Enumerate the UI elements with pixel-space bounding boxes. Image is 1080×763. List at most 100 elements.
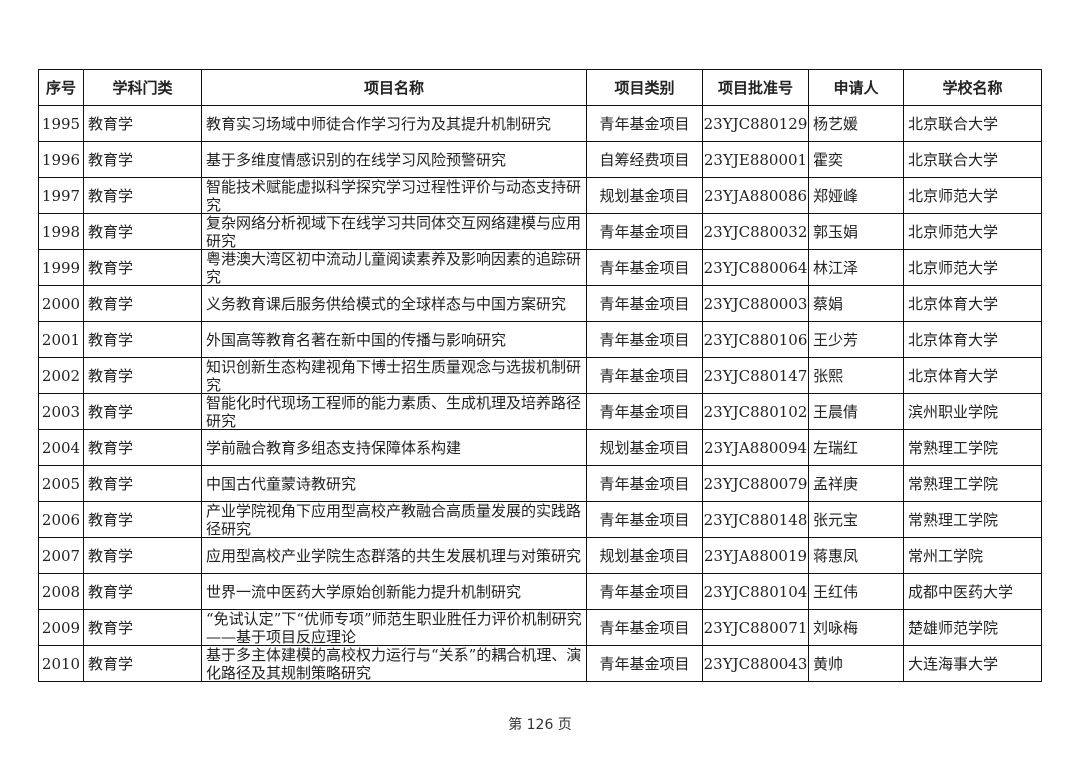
cell-applicant: 霍奕: [813, 150, 844, 169]
cell-discipline-cell: 教育学: [83, 213, 202, 250]
cell-applicant-cell: 霍奕: [808, 141, 904, 178]
cell-school-cell: 常熟理工学院: [903, 501, 1042, 538]
cell-project-name: 智能化时代现场工程师的能力素质、生成机理及培养路径研究: [206, 394, 582, 429]
cell-project-type-cell: 规划基金项目: [586, 429, 703, 466]
cell-project-type-cell: 青年基金项目: [586, 285, 703, 322]
cell-index-cell: 2007: [38, 537, 84, 574]
cell-project-type-cell: 青年基金项目: [586, 609, 703, 646]
cell-school-cell: 常州工学院: [903, 537, 1042, 574]
cell-project-type-cell: 青年基金项目: [586, 321, 703, 358]
cell-discipline-cell: 教育学: [83, 285, 202, 322]
table-row: 1999 教育学 粤港澳大湾区初中流动儿童阅读素养及影响因素的追踪研究 青年基金项目 2…: [38, 249, 1042, 286]
cell-project-type: 青年基金项目: [599, 618, 690, 637]
cell-applicant: 左瑞红: [813, 438, 859, 457]
cell-discipline-cell: 教育学: [83, 393, 202, 430]
cell-index: 1999: [41, 258, 81, 277]
cell-index-cell: 2004: [38, 429, 84, 466]
cell-project-name-cell: 外国高等教育名著在新中国的传播与影响研究: [201, 321, 587, 358]
cell-index-cell: 2002: [38, 357, 84, 394]
table-row: 2010 教育学 基于多主体建模的高校权力运行与“关系”的耦合机理、演化路径及其规制…: [38, 645, 1042, 682]
cell-approval-number: 23YJC880104: [703, 582, 808, 601]
cell-applicant-cell: 左瑞红: [808, 429, 904, 466]
cell-discipline: 教育学: [88, 438, 134, 457]
cell-index: 2002: [41, 366, 81, 385]
cell-index-cell: 2009: [38, 609, 84, 646]
cell-project-type-cell: 青年基金项目: [586, 357, 703, 394]
table-row: 2007 教育学 应用型高校产业学院生态群落的共生发展机理与对策研究 规划基金项目 23…: [38, 537, 1042, 574]
cell-applicant: 林江泽: [813, 258, 859, 277]
cell-applicant-cell: 王晨倩: [808, 393, 904, 430]
cell-index: 2004: [41, 438, 81, 457]
header-project-type: 项目类别: [586, 69, 703, 106]
cell-project-type-cell: 青年基金项目: [586, 213, 703, 250]
cell-approval-number: 23YJC880003: [703, 294, 808, 313]
cell-school-cell: 楚雄师范学院: [903, 609, 1042, 646]
cell-school: 大连海事大学: [908, 654, 999, 673]
cell-approval-number-cell: 23YJC880129: [702, 105, 809, 142]
cell-school-cell: 北京体育大学: [903, 357, 1042, 394]
cell-index-cell: 1996: [38, 141, 84, 178]
cell-school-cell: 北京体育大学: [903, 321, 1042, 358]
cell-project-type: 青年基金项目: [599, 474, 690, 493]
cell-project-name-cell: 知识创新生态构建视角下博士招生质量观念与选拔机制研究: [201, 357, 587, 394]
header-applicant: 申请人: [808, 69, 904, 106]
cell-applicant: 郭玉娟: [813, 222, 859, 241]
cell-school: 常熟理工学院: [908, 438, 999, 457]
cell-project-name: 应用型高校产业学院生态群落的共生发展机理与对策研究: [206, 546, 582, 565]
cell-project-type: 青年基金项目: [599, 222, 690, 241]
cell-index: 2007: [41, 546, 81, 565]
cell-approval-number-cell: 23YJA880094: [702, 429, 809, 466]
cell-approval-number: 23YJC880071: [703, 618, 808, 637]
cell-approval-number: 23YJC880147: [703, 366, 808, 385]
cell-index: 1995: [41, 114, 81, 133]
cell-project-name: 基于多维度情感识别的在线学习风险预警研究: [206, 150, 507, 169]
table-body: 1995 教育学 教育实习场域中师徒合作学习行为及其提升机制研究 青年基金项目 23YJ…: [38, 105, 1042, 682]
cell-school-cell: 常熟理工学院: [903, 465, 1042, 502]
cell-approval-number: 23YJA880094: [703, 438, 808, 457]
cell-school-cell: 北京联合大学: [903, 141, 1042, 178]
cell-approval-number: 23YJC880129: [703, 114, 808, 133]
cell-project-type: 自筹经费项目: [599, 150, 690, 169]
cell-approval-number-cell: 23YJC880102: [702, 393, 809, 430]
header-approval-number: 项目批准号: [702, 69, 809, 106]
cell-discipline-cell: 教育学: [83, 465, 202, 502]
cell-project-name-cell: 基于多维度情感识别的在线学习风险预警研究: [201, 141, 587, 178]
table-row: 2009 教育学 “免试认定”下“优师专项”师范生职业胜任力评价机制研究——基于项目…: [38, 609, 1042, 646]
cell-applicant: 王少芳: [813, 330, 859, 349]
cell-discipline: 教育学: [88, 474, 134, 493]
cell-project-type-cell: 规划基金项目: [586, 537, 703, 574]
cell-index: 2008: [41, 582, 81, 601]
cell-project-name-cell: 复杂网络分析视域下在线学习共同体交互网络建模与应用研究: [201, 213, 587, 250]
cell-index-cell: 1998: [38, 213, 84, 250]
cell-discipline: 教育学: [88, 582, 134, 601]
cell-applicant-cell: 张元宝: [808, 501, 904, 538]
cell-school-cell: 滨州职业学院: [903, 393, 1042, 430]
table-row: 2000 教育学 义务教育课后服务供给模式的全球样态与中国方案研究 青年基金项目 23Y…: [38, 285, 1042, 322]
header-discipline: 学科门类: [83, 69, 202, 106]
cell-discipline-cell: 教育学: [83, 501, 202, 538]
cell-index-cell: 2006: [38, 501, 84, 538]
cell-school: 常州工学院: [908, 546, 984, 565]
table-row: 2001 教育学 外国高等教育名著在新中国的传播与影响研究 青年基金项目 23YJC88…: [38, 321, 1042, 358]
cell-project-type: 规划基金项目: [599, 546, 690, 565]
cell-approval-number: 23YJC880032: [703, 222, 808, 241]
cell-index-cell: 2005: [38, 465, 84, 502]
table-row: 2003 教育学 智能化时代现场工程师的能力素质、生成机理及培养路径研究 青年基金项目…: [38, 393, 1042, 430]
cell-project-type: 青年基金项目: [599, 258, 690, 277]
table-row: 2004 教育学 学前融合教育多组态支持保障体系构建 规划基金项目 23YJA88009…: [38, 429, 1042, 466]
cell-project-type-cell: 规划基金项目: [586, 177, 703, 214]
cell-project-type-cell: 青年基金项目: [586, 573, 703, 610]
cell-applicant-cell: 孟祥庚: [808, 465, 904, 502]
cell-discipline: 教育学: [88, 618, 134, 637]
cell-project-name: 中国古代童蒙诗教研究: [206, 474, 357, 493]
cell-project-type-cell: 青年基金项目: [586, 393, 703, 430]
cell-index: 2000: [41, 294, 81, 313]
cell-project-type-cell: 青年基金项目: [586, 105, 703, 142]
cell-school: 北京师范大学: [908, 186, 999, 205]
table-row: 1998 教育学 复杂网络分析视域下在线学习共同体交互网络建模与应用研究 青年基金项目…: [38, 213, 1042, 250]
table-header-row: 序号 学科门类 项目名称 项目类别 项目批准号 申请人 学校名称: [38, 69, 1042, 106]
header-school: 学校名称: [903, 69, 1042, 106]
cell-approval-number-cell: 23YJA880086: [702, 177, 809, 214]
cell-project-name: 学前融合教育多组态支持保障体系构建: [206, 438, 462, 457]
cell-applicant-cell: 王少芳: [808, 321, 904, 358]
